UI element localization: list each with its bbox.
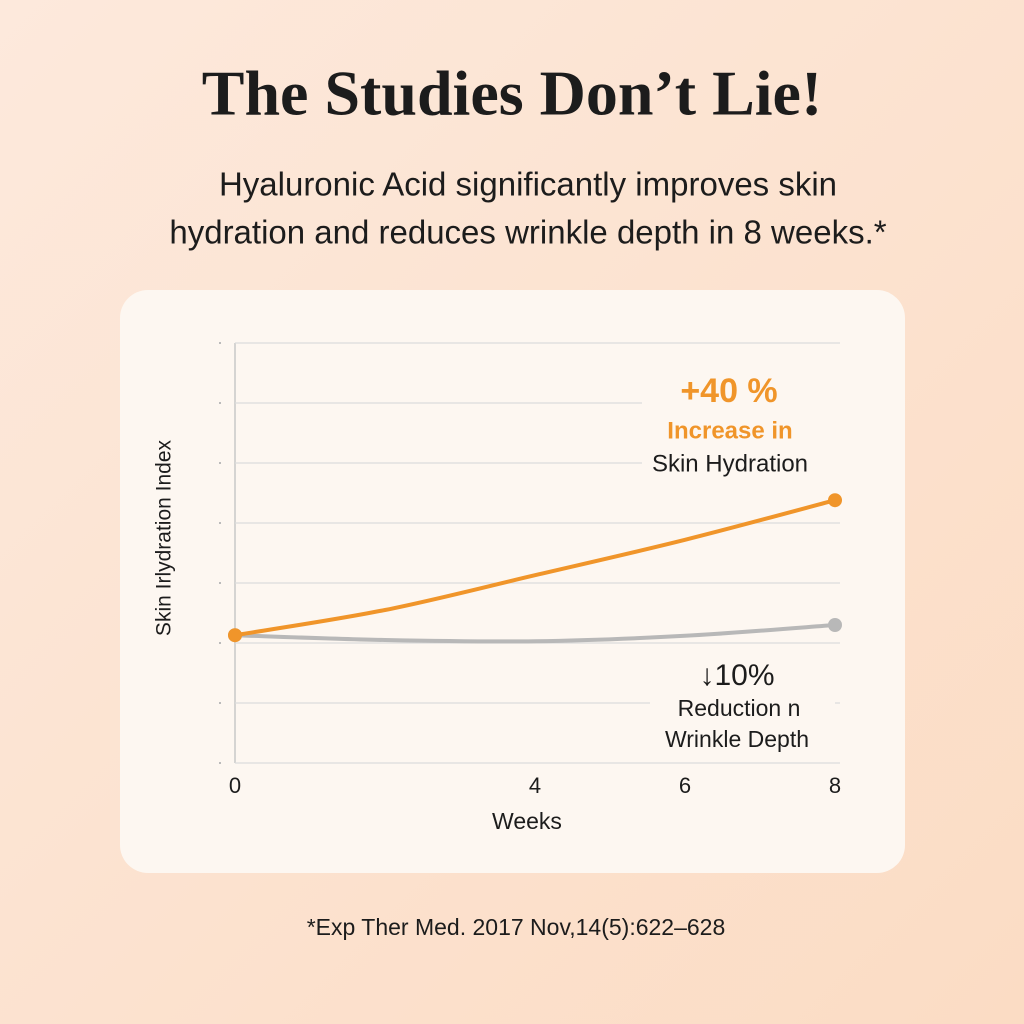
end-point (828, 618, 842, 632)
x-tick-label: 8 (829, 773, 841, 798)
subtitle: hydration and reduces wrinkle depth in 8… (169, 214, 886, 251)
annotation-text: Skin Hydration (652, 450, 808, 477)
annotation-value: ↓10% (699, 659, 774, 692)
annotation-text: Increase in (667, 417, 792, 444)
x-axis-label: Weeks (492, 808, 562, 834)
series-line (233, 498, 837, 638)
y-axis-label: Skin Irlydration Index (153, 439, 176, 636)
subtitle: Hyaluronic Acid significantly improves s… (219, 166, 837, 203)
annotation-backdrop (642, 375, 842, 480)
x-tick-label: 6 (679, 773, 691, 798)
x-tick-label: 4 (529, 773, 541, 798)
annotation-text: Wrinkle Depth (665, 726, 809, 752)
x-tick-label: 0 (229, 773, 241, 798)
end-point (828, 493, 842, 508)
annotation-backdrop (650, 655, 835, 760)
end-point (228, 628, 242, 643)
footnote: *Exp Ther Med. 2017 Nov,14(5):622–628 (307, 914, 726, 940)
annotation-value: +40 % (680, 372, 777, 410)
chart-title: The Studies Don’t Lie! (202, 58, 823, 129)
series-line (233, 623, 837, 644)
annotation-text: Reduction n (678, 695, 801, 721)
